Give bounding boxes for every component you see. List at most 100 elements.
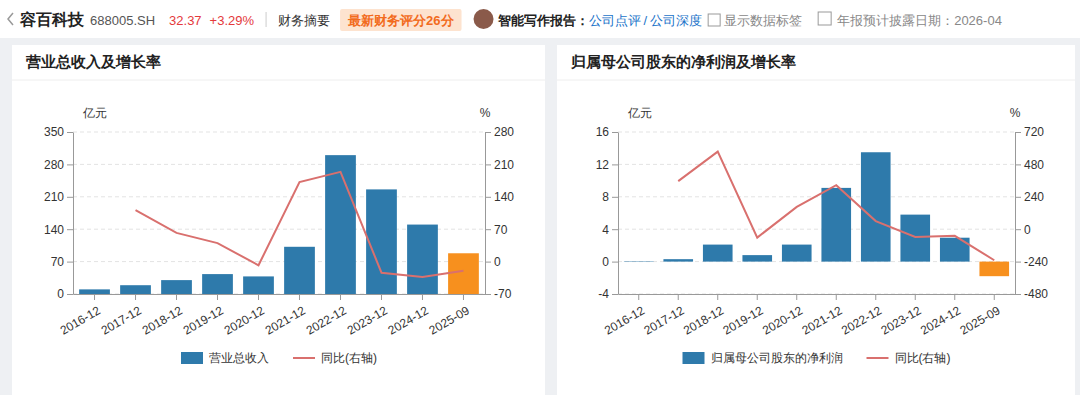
price: 32.37: [169, 13, 202, 28]
tick-mark: [612, 294, 618, 295]
bar: [663, 259, 693, 261]
chart-title: 归属母公司股东的净利润及增长率: [570, 53, 796, 70]
disclosure-date: 年报预计披露日期：2026-04: [837, 13, 1002, 28]
axis-line: [1015, 133, 1016, 295]
legend-item: 归属母公司股东的净利润: [683, 351, 843, 365]
grid-line: [73, 164, 485, 165]
tick-mark: [1015, 197, 1021, 198]
tick-mark: [67, 164, 73, 165]
tick-label: 8: [602, 190, 609, 204]
back-icon[interactable]: [8, 13, 13, 25]
tick: 70: [51, 255, 73, 269]
bars: [79, 155, 479, 294]
tick-mark: [954, 294, 955, 300]
report-link[interactable]: 公司点评: [589, 13, 641, 28]
tick-label: 280: [494, 125, 514, 139]
tick: 2022-12: [304, 294, 349, 338]
tick-mark: [796, 294, 797, 300]
tick-mark: [485, 262, 491, 263]
stock-name: 容百科技: [19, 10, 85, 28]
tick: 2016-12: [602, 294, 647, 338]
tick-mark: [340, 294, 341, 300]
tick-mark: [67, 262, 73, 263]
tick-mark: [875, 294, 876, 300]
price-change: +3.29%: [210, 13, 255, 28]
tick: 2019-12: [720, 294, 765, 338]
tick-mark: [994, 294, 995, 300]
avatar: [474, 9, 494, 29]
tick-label: 2017-12: [641, 303, 686, 337]
tick-mark: [94, 294, 95, 300]
tick-mark: [638, 294, 639, 300]
title-divider: [12, 80, 545, 81]
tick-label: 2024-12: [386, 303, 431, 337]
tick: 240: [1015, 190, 1044, 204]
score: 最新财务评分26分: [347, 13, 454, 28]
tick-label: 2018-12: [681, 303, 726, 337]
tick: 280: [44, 158, 73, 172]
tick-mark: [678, 294, 679, 300]
tick-label: 240: [1024, 190, 1044, 204]
legend-item: 同比(右轴): [867, 351, 951, 365]
axis: -40481216: [596, 125, 619, 301]
grid: [73, 132, 485, 294]
tick-mark: [381, 294, 382, 300]
bar: [861, 152, 891, 261]
tick: -4: [598, 287, 618, 301]
axis-line: [485, 133, 486, 295]
bar: [703, 245, 733, 262]
checkbox[interactable]: [708, 14, 720, 26]
tick-label: 0: [57, 287, 64, 301]
chart-panel: 归属母公司股东的净利润及增长率亿元%-40481216-480-24002404…: [557, 45, 1075, 395]
legend-item: 同比(右轴): [293, 351, 377, 365]
score-badge[interactable]: [340, 9, 461, 31]
tick-mark: [612, 262, 618, 263]
axis: 2016-122017-122018-122019-122020-122021-…: [58, 294, 486, 338]
tick-label: 2019-12: [720, 303, 765, 337]
tick-mark: [67, 294, 73, 295]
tick-label: -480: [1024, 287, 1048, 301]
grid-line: [618, 164, 1015, 165]
bar: [120, 285, 151, 294]
grid-line: [73, 196, 485, 197]
legend-item: 营业总收入: [181, 351, 269, 365]
tick: 280: [485, 125, 514, 139]
tick-label: -70: [494, 287, 512, 301]
tick-mark: [485, 132, 491, 133]
bar: [243, 276, 274, 294]
tick-label: -4: [598, 287, 609, 301]
tick-label: 0: [1024, 223, 1031, 237]
tick: 2019-12: [181, 294, 226, 338]
tick: 2020-12: [760, 294, 805, 338]
report-link[interactable]: 公司深度: [650, 13, 702, 28]
ai-label: 智能写作报告：: [497, 13, 589, 28]
bar: [161, 280, 192, 294]
tick-label: 2020-12: [222, 303, 267, 337]
tick-label: 280: [44, 158, 64, 172]
tick-mark: [717, 294, 718, 300]
bar: [624, 261, 654, 262]
legend: 归属母公司股东的净利润 同比(右轴): [683, 351, 951, 365]
tick-mark: [485, 294, 491, 295]
tick-mark: [463, 294, 464, 300]
tick-mark: [485, 197, 491, 198]
tick: 210: [485, 158, 514, 172]
checkbox-label[interactable]: 显示数据标签: [724, 13, 802, 28]
bar: [284, 247, 315, 294]
tick: -480: [1015, 287, 1048, 301]
tick-label: 480: [1024, 158, 1044, 172]
tick: 0: [57, 287, 73, 301]
tick-label: 2022-12: [839, 303, 884, 337]
tick-mark: [299, 294, 300, 300]
tick-label: 2025-09: [427, 303, 472, 337]
line: [136, 172, 464, 277]
tick-label: 12: [596, 158, 610, 172]
tick: 0: [602, 255, 618, 269]
link-separator: /: [644, 13, 648, 28]
bar: [366, 189, 397, 294]
tick-mark: [176, 294, 177, 300]
tick: -240: [1015, 255, 1048, 269]
tick-label: 2021-12: [799, 303, 844, 337]
tick-label: 210: [44, 190, 64, 204]
panel-bg: [557, 45, 1075, 395]
